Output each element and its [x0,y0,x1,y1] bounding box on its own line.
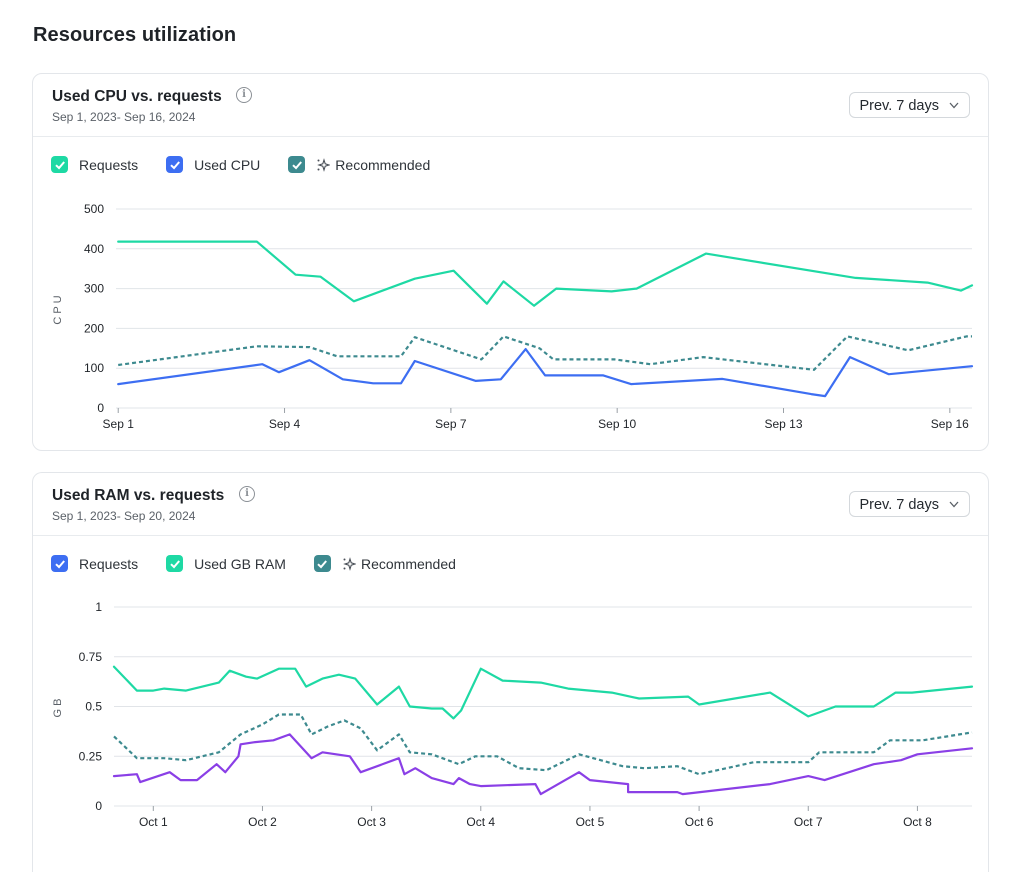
checkbox[interactable] [288,156,306,173]
checkbox[interactable] [166,156,184,173]
cpu-line-chart: 0 100 200 300 400 500 Sep 1 Sep 4 Sep 7 Sep 10 Sep… [52,202,974,431]
ram-line-chart: 0 0.25 0.5 0.75 1 Oct 1 Oct 2 Oct 3 Oct 4 Oct 5 Oc… [52,600,974,829]
y-tick-label: 400 [84,242,104,256]
y-tick-label: 200 [84,321,104,335]
x-tick-label: Oct 5 [576,815,605,829]
chevron-down-icon [949,102,959,109]
legend-label: Used GB RAM [194,555,286,572]
legend-label: Requests [79,156,139,173]
checkbox[interactable] [51,156,68,173]
x-tick-label: Oct 4 [466,815,495,829]
legend-label: Recommended [335,156,431,173]
time-range-select[interactable]: Prev. 7 days [849,491,970,517]
legend-label: Requests [79,555,139,572]
y-tick-label: 0 [97,401,104,415]
series-line-used-cpu [117,348,974,398]
y-tick-label: 500 [84,202,104,216]
legend-item-used-cpu[interactable]: Used CPU [166,156,260,173]
time-range-value: Prev. 7 days [859,98,939,114]
sparkle-icon [343,556,356,571]
checkbox[interactable] [166,555,184,572]
x-tick-label: Oct 2 [248,815,277,829]
y-tick-label: 0.5 [85,700,102,714]
page-title: Resources utilization [33,24,237,46]
y-tick-label: 100 [84,361,104,375]
legend-item-recommended[interactable]: Recommended [313,555,456,572]
series-line-recommended [113,713,973,776]
x-tick-label: Oct 3 [357,815,386,829]
chart-legend: Requests Used GB RAM Recommended [51,555,484,572]
check-icon [54,559,65,568]
y-tick-label: 1 [95,600,102,614]
x-tick-label: Sep 10 [598,417,636,431]
x-tick-label: Oct 8 [903,815,932,829]
x-tick-label: Oct 6 [685,815,714,829]
card-header: Used CPU vs. requests i Sep 1, 2023- Sep… [33,74,988,137]
x-tick-label: Oct 7 [794,815,823,829]
x-tick-label: Sep 1 [103,417,135,431]
y-tick-label: 0.25 [79,749,103,763]
chevron-down-icon [949,501,959,508]
legend-item-requests[interactable]: Requests [51,555,138,572]
legend-label: Recommended [360,555,456,572]
card-date-range: Sep 1, 2023- Sep 20, 2024 [52,509,196,523]
legend-label: Used CPU [194,156,261,173]
card-header: Used RAM vs. requests i Sep 1, 2023- Sep… [33,473,988,536]
y-tick-label: 300 [84,282,104,296]
series-line-requests [112,733,974,796]
card-title: Used RAM vs. requests [52,487,225,504]
series-line-recommended [118,335,972,371]
legend-item-used-gb-ram[interactable]: Used GB RAM [166,555,286,572]
checkbox[interactable] [51,555,68,572]
y-tick-label: 0 [95,799,102,813]
legend-item-requests[interactable]: Requests [51,156,138,173]
x-tick-label: Sep 7 [435,417,467,431]
series-line-requests [117,240,974,307]
info-icon[interactable]: i [239,486,255,502]
check-icon [169,160,180,169]
chart-legend: Requests Used CPU Recommended [51,156,458,173]
cpu-chart-card: Used CPU vs. requests i Sep 1, 2023- Sep… [32,73,989,451]
info-icon[interactable]: i [236,87,252,103]
card-title: Used CPU vs. requests [52,88,222,105]
time-range-select[interactable]: Prev. 7 days [849,92,970,118]
y-axis-title: CPU [52,292,64,324]
sparkle-icon [317,157,331,172]
check-icon [169,559,180,568]
card-date-range: Sep 1, 2023- Sep 16, 2024 [52,110,196,124]
y-axis-title: GB [52,696,64,718]
check-icon [54,160,65,169]
check-icon [292,160,302,169]
x-tick-label: Sep 13 [764,417,802,431]
x-tick-label: Sep 16 [931,417,969,431]
check-icon [317,559,328,568]
time-range-value: Prev. 7 days [859,497,939,513]
legend-item-recommended[interactable]: Recommended [288,156,430,173]
y-tick-label: 0.75 [79,650,103,664]
series-line-used-gb-ram [112,665,974,720]
ram-chart-card: Used RAM vs. requests i Sep 1, 2023- Sep… [32,472,989,872]
x-tick-label: Oct 1 [139,815,168,829]
x-tick-label: Sep 4 [269,417,301,431]
checkbox[interactable] [313,555,331,572]
